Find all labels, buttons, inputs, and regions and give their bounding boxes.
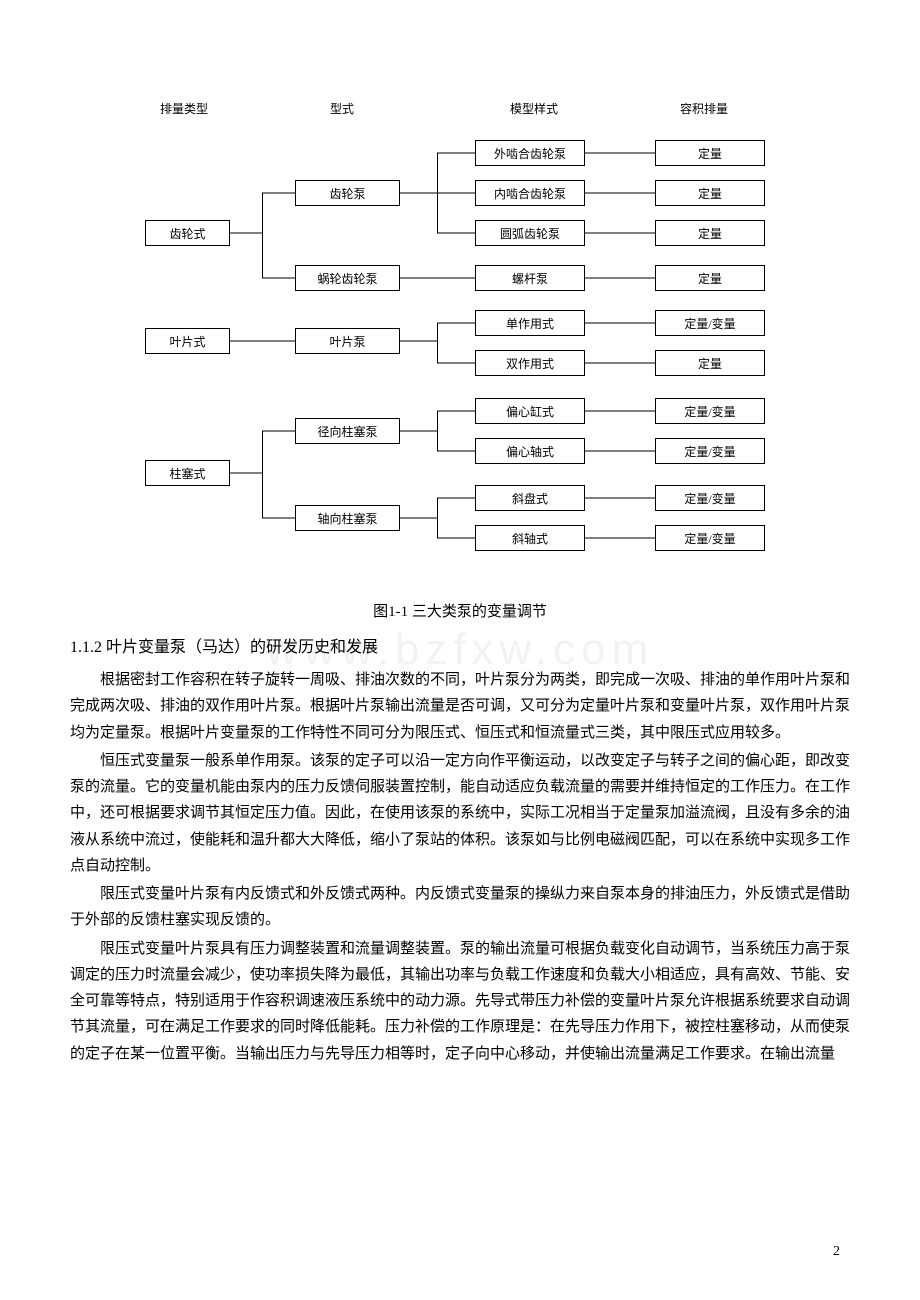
diagram-node: 定量/变量 [655, 485, 765, 511]
diagram-node: 偏心轴式 [475, 438, 585, 464]
diagram-node: 内啮合齿轮泵 [475, 180, 585, 206]
paragraph: 根据密封工作容积在转子旋转一周吸、排油次数的不同，叶片泵分为两类，即完成一次吸、… [70, 667, 850, 746]
diagram-node: 圆弧齿轮泵 [475, 220, 585, 246]
paragraph: 恒压式变量泵一般系单作用泵。该泵的定子可以沿一定方向作平衡运动，以改变定子与转子… [70, 748, 850, 879]
diagram-column-header: 型式 [330, 100, 354, 117]
diagram-column-header: 排量类型 [160, 100, 208, 117]
paragraph: 限压式变量叶片泵具有压力调整装置和流量调整装置。泵的输出流量可根据负载变化自动调… [70, 936, 850, 1067]
diagram-node: 斜盘式 [475, 485, 585, 511]
diagram-node: 定量/变量 [655, 438, 765, 464]
diagram-node: 径向柱塞泵 [295, 418, 400, 444]
diagram-node: 双作用式 [475, 350, 585, 376]
diagram-node: 定量 [655, 350, 765, 376]
page-number: 2 [833, 1244, 840, 1260]
diagram-node: 定量 [655, 140, 765, 166]
diagram-column-header: 容积排量 [680, 100, 728, 117]
diagram-node: 单作用式 [475, 310, 585, 336]
diagram-node: 定量/变量 [655, 525, 765, 551]
diagram-node: 轴向柱塞泵 [295, 505, 400, 531]
diagram-node: 定量/变量 [655, 398, 765, 424]
diagram-node: 齿轮泵 [295, 180, 400, 206]
diagram-node: 定量/变量 [655, 310, 765, 336]
diagram-node: 叶片泵 [295, 328, 400, 354]
diagram-node: 定量 [655, 180, 765, 206]
diagram-node: 定量 [655, 265, 765, 291]
diagram-node: 斜轴式 [475, 525, 585, 551]
diagram-node: 齿轮式 [145, 220, 230, 246]
diagram-node: 定量 [655, 220, 765, 246]
diagram-node: 偏心缸式 [475, 398, 585, 424]
diagram-node: 外啮合齿轮泵 [475, 140, 585, 166]
classification-diagram: 排量类型 型式 模型样式 容积排量 齿轮式 齿轮泵蜗轮齿轮泵 外啮合齿轮泵内啮合齿轮泵圆弧… [120, 100, 800, 580]
diagram-node: 螺杆泵 [475, 265, 585, 291]
diagram-node: 叶片式 [145, 328, 230, 354]
diagram-column-header: 模型样式 [510, 100, 558, 117]
body-text: 根据密封工作容积在转子旋转一周吸、排油次数的不同，叶片泵分为两类，即完成一次吸、… [70, 667, 850, 1067]
paragraph: 限压式变量叶片泵有内反馈式和外反馈式两种。内反馈式变量泵的操纵力来自泵本身的排油… [70, 881, 850, 934]
figure-caption: 图1-1 三大类泵的变量调节 [70, 600, 850, 621]
section-heading: 1.1.2 叶片变量泵（马达）的研发历史和发展 [70, 633, 850, 657]
diagram-node: 柱塞式 [145, 460, 230, 486]
diagram-node: 蜗轮齿轮泵 [295, 265, 400, 291]
